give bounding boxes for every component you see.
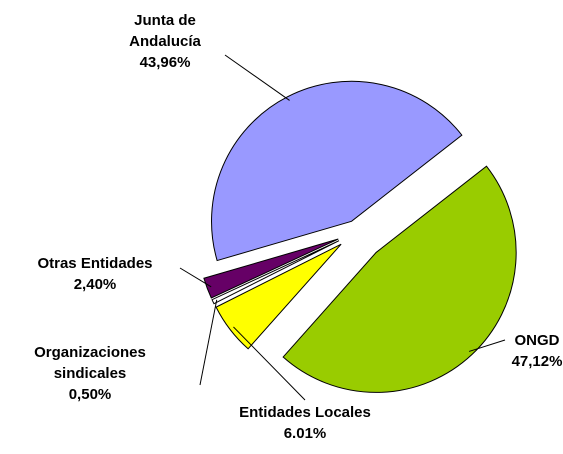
slice-label: Entidades Locales 6.01% <box>200 402 410 444</box>
value-label: 6.01% <box>283 425 327 442</box>
pie-slice <box>282 165 517 393</box>
category-label: Otras Entidades <box>37 255 153 272</box>
leader-line <box>224 54 290 101</box>
leader-line <box>179 267 212 288</box>
category-label: Entidades Locales <box>239 404 371 421</box>
value-label: 2,40% <box>73 276 117 293</box>
pie-slice <box>203 238 339 299</box>
leader-line <box>468 339 506 352</box>
pie-slice <box>211 80 463 262</box>
category-label: Organizaciones sindicales <box>34 344 146 382</box>
slice-label: Otras Entidades 2,40% <box>5 253 185 295</box>
category-label: Junta de Andalucía <box>129 12 201 50</box>
slice-label: Junta de Andalucía 43,96% <box>100 10 230 73</box>
value-label: 43,96% <box>139 54 191 71</box>
value-label: 0,50% <box>68 386 112 403</box>
leader-line <box>199 299 218 386</box>
value-label: 47,12% <box>511 353 563 370</box>
slice-label: Organizaciones sindicales 0,50% <box>0 342 180 405</box>
pie-slice <box>211 240 340 305</box>
leader-line <box>233 326 306 401</box>
category-label: ONGD <box>514 332 560 349</box>
pie-slice <box>215 243 342 350</box>
slice-label: ONGD 47,12% <box>487 330 563 372</box>
